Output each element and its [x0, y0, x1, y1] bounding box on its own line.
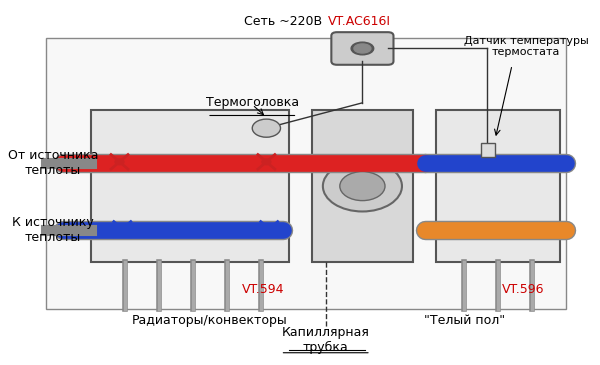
Ellipse shape — [354, 44, 371, 53]
Circle shape — [323, 161, 402, 211]
Text: VT.594: VT.594 — [242, 283, 285, 296]
Text: От источника
теплоты: От источника теплоты — [8, 149, 98, 177]
FancyBboxPatch shape — [331, 32, 394, 65]
Bar — [436, 110, 560, 262]
Text: Сеть ~220В: Сеть ~220В — [244, 15, 322, 28]
Circle shape — [115, 159, 124, 165]
Bar — [91, 110, 289, 262]
Text: Термоголовка: Термоголовка — [206, 96, 299, 109]
Bar — [311, 110, 413, 262]
Ellipse shape — [351, 42, 374, 55]
Text: К источнику
теплоты: К источнику теплоты — [12, 216, 94, 243]
Text: VT.AC616I: VT.AC616I — [328, 15, 391, 28]
Text: Радиаторы/конвекторы: Радиаторы/конвекторы — [132, 314, 288, 327]
Circle shape — [252, 119, 281, 137]
Bar — [46, 38, 566, 309]
Circle shape — [265, 226, 274, 232]
Text: Датчик температуры
термостата: Датчик температуры термостата — [464, 36, 589, 57]
Bar — [481, 143, 495, 157]
Text: VT.596: VT.596 — [502, 283, 545, 296]
Text: "Телый пол": "Телый пол" — [424, 314, 505, 327]
Circle shape — [118, 226, 127, 232]
Circle shape — [340, 172, 385, 201]
Text: Капиллярная
трубка: Капиллярная трубка — [282, 326, 370, 354]
Circle shape — [262, 159, 271, 165]
